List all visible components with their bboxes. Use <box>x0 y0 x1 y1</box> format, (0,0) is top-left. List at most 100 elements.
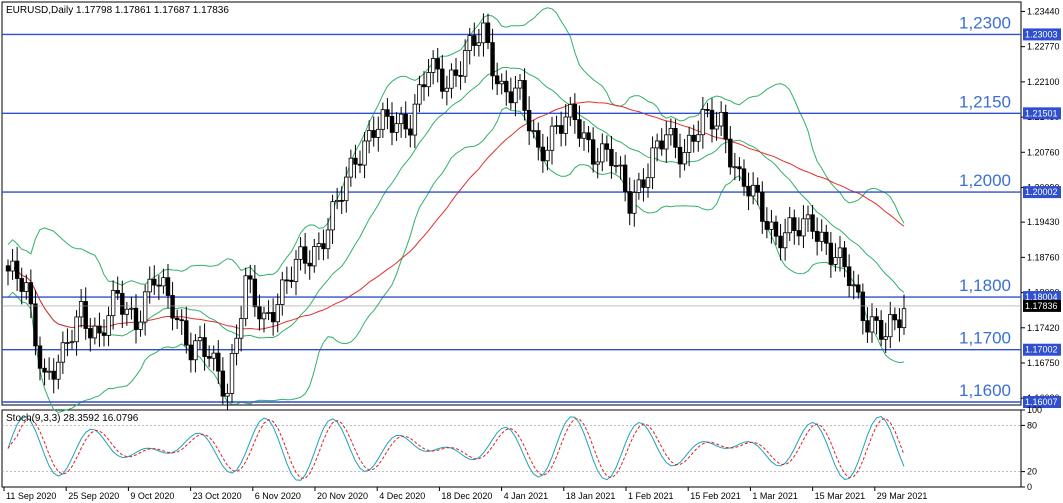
candle-bull <box>888 314 893 338</box>
candle-bull <box>366 130 372 142</box>
candle-bear <box>270 312 276 323</box>
candle-bull <box>312 246 317 267</box>
candle-bull <box>412 103 418 136</box>
candle-bear <box>828 242 834 265</box>
stoch-y-tick-label: 20 <box>1027 467 1037 477</box>
candle-bear <box>897 319 902 329</box>
candle-bear <box>321 243 326 250</box>
level-price-box-text: 1.20002 <box>1025 187 1058 197</box>
candle-bull <box>380 109 386 130</box>
candle-bear <box>120 292 125 315</box>
candle-bear <box>705 108 710 111</box>
candle-bear <box>152 278 157 286</box>
candle-bull <box>819 231 824 242</box>
candle-bear <box>37 345 43 369</box>
moving-average-line <box>7 101 905 330</box>
candle-bear <box>389 116 395 133</box>
candle-bull <box>833 257 838 265</box>
candle-bull <box>147 278 152 293</box>
candle-bull <box>517 80 523 89</box>
candle-bull <box>801 218 806 237</box>
candle-bear <box>536 130 541 148</box>
candle-bull <box>46 370 52 373</box>
candle-bear <box>778 235 783 249</box>
y-tick-label: 1.16750 <box>1027 358 1060 368</box>
candle-bear <box>814 230 820 242</box>
candle-bull <box>234 337 239 354</box>
candle-bear <box>257 306 262 320</box>
candle-bear <box>458 75 463 77</box>
candle-bear <box>179 319 184 322</box>
candle-bear <box>892 314 898 321</box>
candle-bear <box>385 109 390 117</box>
x-tick-label: 25 Sep 2020 <box>68 491 119 501</box>
candle-bull <box>805 214 811 220</box>
candle-bear <box>604 143 610 150</box>
candle-bull <box>362 140 367 166</box>
candle-bull <box>782 232 788 249</box>
candle-bull <box>74 316 79 343</box>
candle-bear <box>165 277 171 296</box>
candle-bear <box>453 69 459 76</box>
candle-bear <box>28 282 34 305</box>
candle-bull <box>261 312 267 320</box>
candle-bear <box>357 163 363 166</box>
y-tick-label: 1.18760 <box>1027 252 1060 262</box>
candle-bull <box>449 69 454 89</box>
candle-bear <box>728 138 733 168</box>
candle-bear <box>874 316 879 321</box>
candle-bull <box>718 111 724 127</box>
candle-bull <box>682 151 687 165</box>
candle-bear <box>856 284 861 293</box>
chart-title: EURUSD,Daily 1.17798 1.17861 1.17687 1.1… <box>6 5 229 16</box>
x-tick-label: 15 Feb 2021 <box>690 491 741 501</box>
x-tick-label: 4 Dec 2020 <box>379 491 425 501</box>
candle-bull <box>531 130 536 133</box>
candle-bull <box>700 108 706 136</box>
candle-bull <box>668 127 674 136</box>
candle-bull <box>645 177 651 188</box>
candle-bear <box>741 168 747 187</box>
candle-bull <box>650 147 655 179</box>
stoch-signal-line <box>7 417 905 479</box>
y-tick-label: 1.19430 <box>1027 217 1060 227</box>
candle-bull <box>613 165 619 167</box>
candle-bear <box>302 246 308 264</box>
candle-bear <box>490 42 495 77</box>
candle-bear <box>353 157 358 165</box>
candle-bull <box>636 179 642 193</box>
candle-bear <box>723 111 728 140</box>
candle-bear <box>184 320 189 346</box>
candle-bull <box>595 161 600 165</box>
candle-bear <box>371 130 376 138</box>
candle-bull <box>732 166 738 169</box>
stoch-title: Stoch(9,3,3) 28.3592 16.0796 <box>6 413 139 424</box>
candle-bull <box>78 301 84 318</box>
x-tick-label: 11 Sep 2020 <box>6 491 56 501</box>
candle-bear <box>796 230 802 237</box>
candle-bull <box>124 308 130 315</box>
x-tick-label: 29 Mar 2021 <box>877 491 928 501</box>
candle-bull <box>568 104 573 118</box>
current-price-text: 1.17836 <box>1025 301 1058 311</box>
candle-bear <box>33 303 38 347</box>
candle-bear <box>14 260 20 279</box>
candle-bull <box>60 342 66 363</box>
candle-bear <box>284 279 290 282</box>
level-price-box-text: 1.16007 <box>1025 397 1058 407</box>
candle-bull <box>632 192 637 214</box>
candle-bull <box>600 143 605 163</box>
candle-bear <box>307 262 312 267</box>
candle-bull <box>69 341 75 344</box>
candle-bull <box>549 125 555 151</box>
candle-bear <box>88 328 93 339</box>
candle-bear <box>435 58 440 70</box>
candle-bear <box>627 191 632 214</box>
candle-bull <box>883 336 888 340</box>
candle-bear <box>673 127 678 148</box>
candle-bull <box>65 342 70 344</box>
level-price-box-text: 1.23003 <box>1025 29 1058 39</box>
candle-bear <box>408 128 413 136</box>
candle-bear <box>586 132 591 141</box>
candle-bull <box>106 315 111 336</box>
